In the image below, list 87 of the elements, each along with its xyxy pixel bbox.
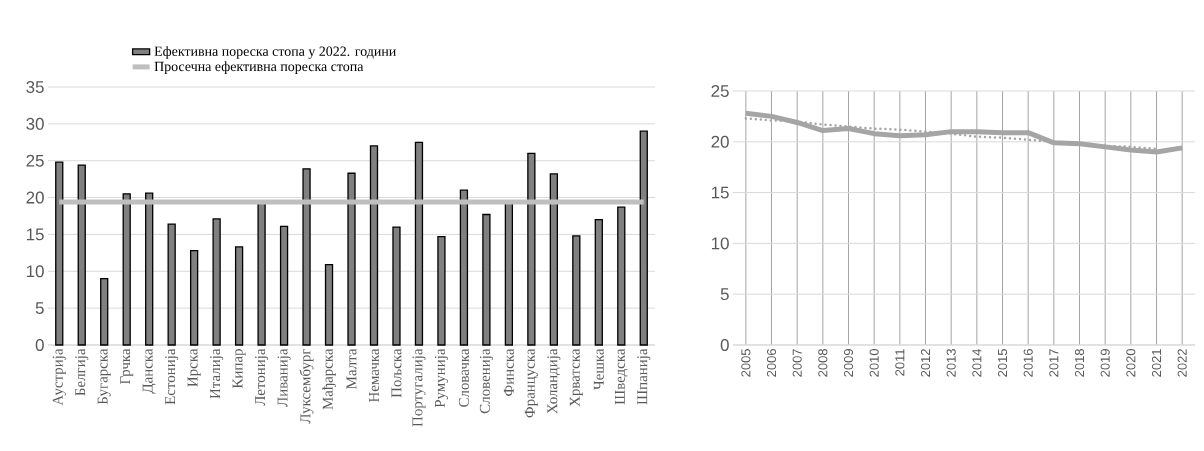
x-tick-label: Немачка xyxy=(369,348,379,403)
x-tick-label: Румунија xyxy=(434,348,448,408)
bar xyxy=(145,192,154,346)
bar xyxy=(639,130,648,346)
bar xyxy=(369,145,379,346)
x-tick-label: Луксембург xyxy=(299,348,314,424)
y-tick-label: 25 xyxy=(26,154,44,167)
x-tick-label: 2018 xyxy=(1074,349,1085,377)
bar xyxy=(189,249,199,346)
legend-label: Ефективна пореска стопа у 2022. години xyxy=(154,46,396,59)
x-tick-label: 2017 xyxy=(1049,349,1059,377)
bar xyxy=(302,168,311,346)
x-tick-label: Ирска xyxy=(187,348,201,387)
bar xyxy=(324,263,334,346)
y-tick-label: 15 xyxy=(711,186,729,199)
bar xyxy=(617,206,626,346)
bar xyxy=(77,164,86,346)
y-tick-label: 5 xyxy=(35,302,44,315)
bar xyxy=(414,141,424,346)
y-tick-label: 15 xyxy=(26,228,44,241)
x-tick-label: 2019 xyxy=(1100,349,1110,377)
bar xyxy=(122,193,131,346)
x-tick-label: Хрватска xyxy=(569,348,583,407)
x-tick-label: 2015 xyxy=(997,349,1008,377)
bar xyxy=(392,226,401,346)
x-tick-label: 2008 xyxy=(818,349,828,377)
y-tick-label: 10 xyxy=(711,237,729,250)
x-tick-label: 2022 xyxy=(1177,349,1187,377)
x-tick-label: 2007 xyxy=(792,349,802,377)
x-tick-label: Финска xyxy=(503,348,514,396)
x-tick-label: 2011 xyxy=(895,349,905,376)
x-tick-label: Шпанија xyxy=(637,348,651,405)
bar xyxy=(234,246,244,346)
x-tick-label: 2009 xyxy=(843,349,854,377)
bar xyxy=(100,277,109,346)
x-tick-label: 2016 xyxy=(1023,349,1033,377)
x-tick-label: Словенија xyxy=(479,348,493,414)
bar xyxy=(55,161,64,346)
bar xyxy=(504,202,514,346)
x-tick-label: Аустрија xyxy=(52,348,66,406)
x-tick-label: Италија xyxy=(210,348,224,399)
y-tick-label: 20 xyxy=(26,191,44,204)
x-tick-label: Бугарска xyxy=(97,348,111,405)
y-tick-label: 5 xyxy=(720,288,729,301)
x-tick-label: Чешка xyxy=(593,348,604,390)
x-tick-label: Ливанија xyxy=(277,348,291,407)
x-tick-label: Португалија xyxy=(412,348,426,427)
bar xyxy=(594,219,603,346)
x-tick-label: Летонија xyxy=(255,348,269,406)
x-tick-label: Мађарска xyxy=(322,348,336,410)
bar xyxy=(459,189,469,346)
x-tick-label: Холандија xyxy=(547,348,561,414)
x-tick-label: 2014 xyxy=(972,348,982,377)
x-tick-label: Словачка xyxy=(458,348,469,407)
legend-label: Просечна ефективна пореска стопа xyxy=(154,61,364,74)
x-tick-label: Грчка xyxy=(120,348,134,385)
bar xyxy=(347,172,356,346)
x-tick-label: Француска xyxy=(524,348,538,418)
x-tick-label: Шведска xyxy=(614,348,628,405)
y-tick-label: 0 xyxy=(35,338,44,351)
y-tick-label: 0 xyxy=(720,338,729,351)
bar xyxy=(437,235,446,346)
x-tick-label: 2005 xyxy=(741,349,751,377)
bar xyxy=(527,152,536,346)
bar xyxy=(167,223,176,346)
x-tick-label: 2020 xyxy=(1126,349,1136,377)
y-tick-label: 25 xyxy=(711,84,729,97)
x-tick-label: Пољска xyxy=(391,348,402,398)
x-tick-label: Естонија xyxy=(165,348,179,405)
x-tick-label: 2021 xyxy=(1151,349,1162,377)
y-tick-label: 20 xyxy=(711,135,729,148)
x-tick-label: Данска xyxy=(142,348,156,394)
bar xyxy=(212,218,221,346)
x-tick-label: Белгија xyxy=(75,348,89,396)
x-tick-label: Малта xyxy=(346,348,357,389)
x-tick-label: 2013 xyxy=(946,349,956,377)
bar xyxy=(549,173,558,346)
x-tick-label: 2012 xyxy=(920,349,931,377)
y-tick-label: 10 xyxy=(26,265,44,278)
y-tick-label: 35 xyxy=(26,80,44,93)
x-tick-label: 2010 xyxy=(869,349,879,377)
bar xyxy=(279,225,289,346)
y-tick-label: 30 xyxy=(26,117,44,130)
x-tick-label: Кипар xyxy=(232,349,246,389)
x-tick-label: 2006 xyxy=(766,349,777,377)
bar xyxy=(482,213,491,346)
bar xyxy=(572,235,581,346)
